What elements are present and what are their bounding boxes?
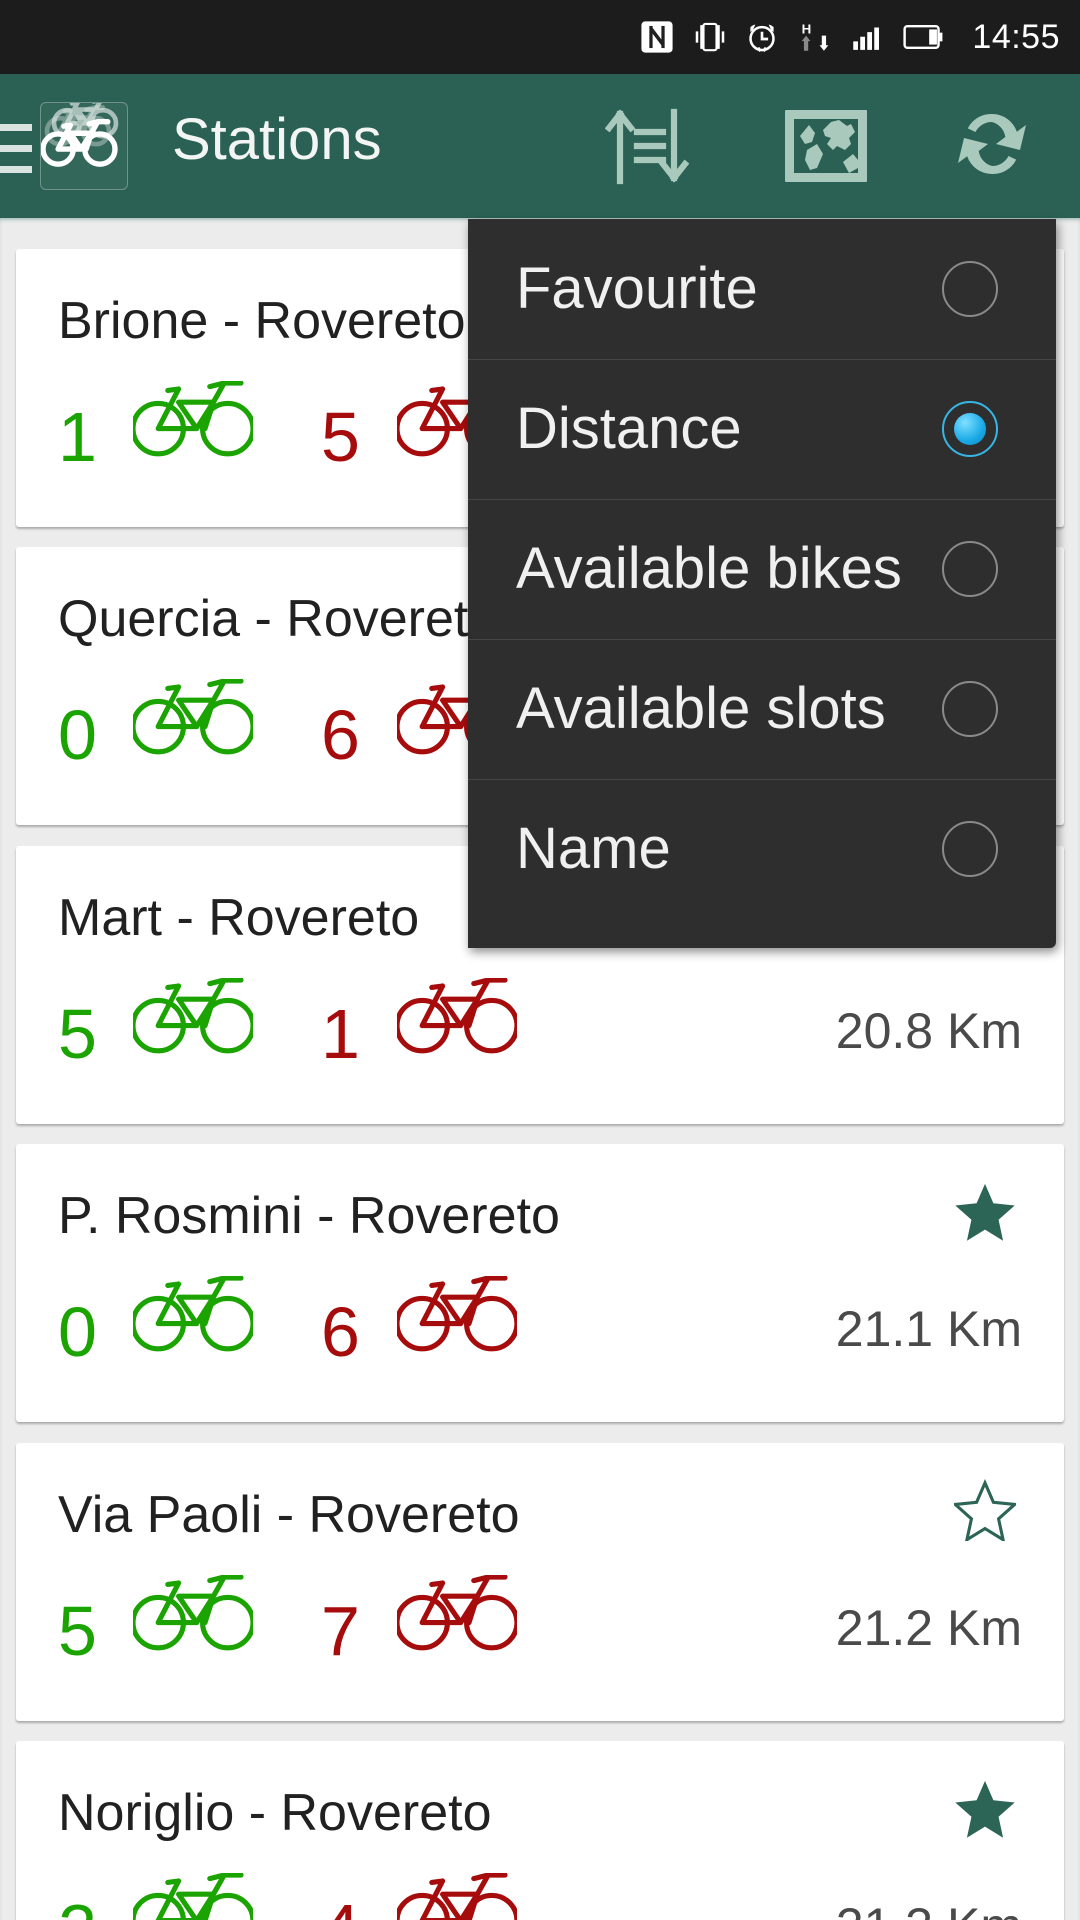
svg-text:H: H bbox=[802, 22, 812, 37]
